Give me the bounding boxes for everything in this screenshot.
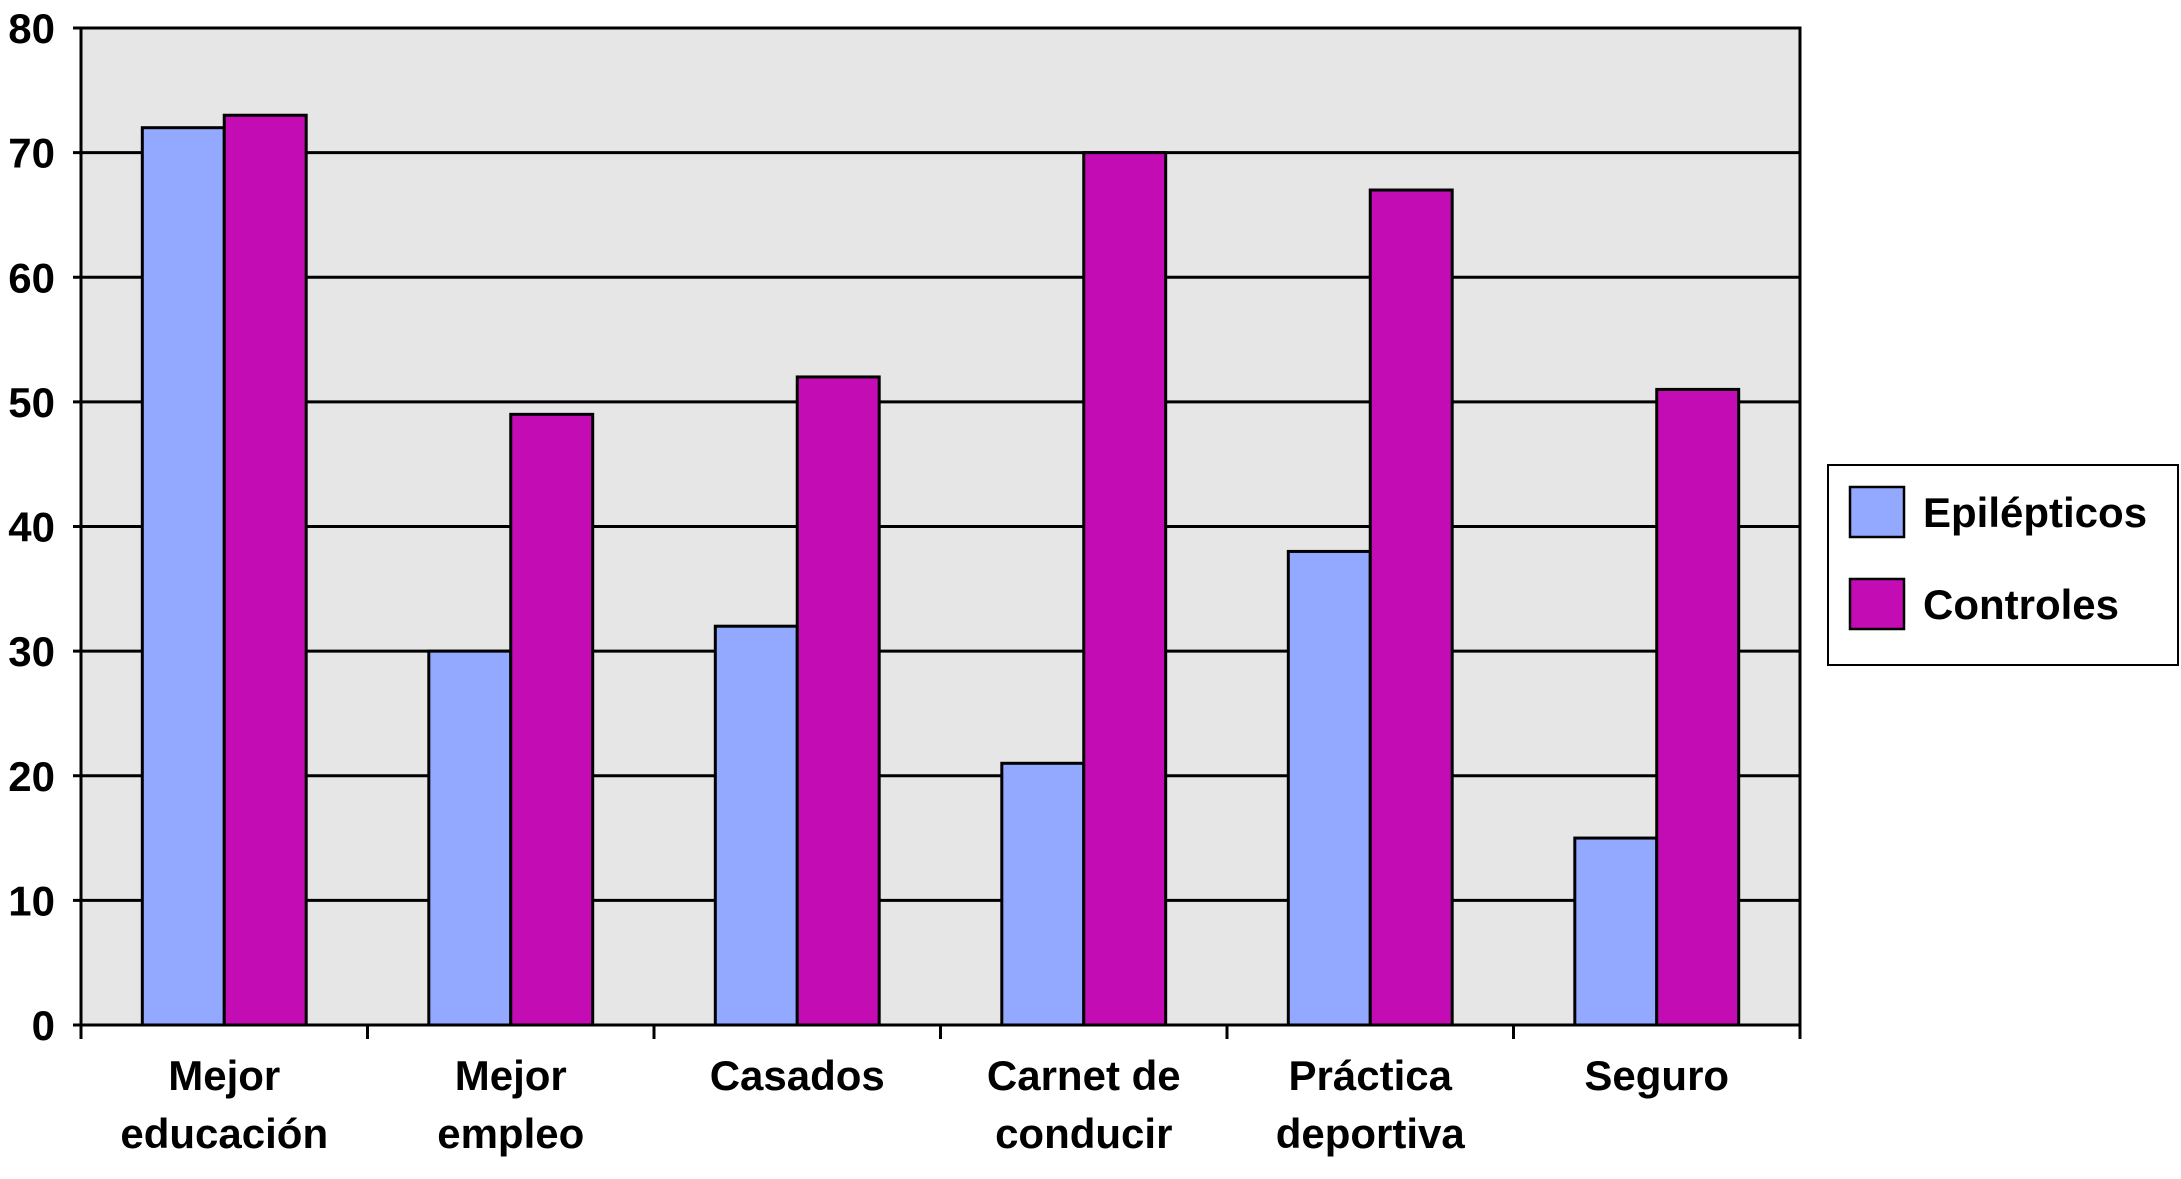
bar-controles <box>1082 151 1168 1027</box>
x-tick-label: conducir <box>995 1110 1172 1157</box>
x-tick-label: Práctica <box>1289 1052 1453 1099</box>
bar-epilépticos <box>1000 761 1086 1027</box>
bar-controles <box>795 375 881 1027</box>
x-tick-label: educación <box>120 1110 328 1157</box>
y-tick-label: 10 <box>8 877 55 924</box>
x-tick-label: Mejor <box>455 1052 567 1099</box>
x-tick-label: deportiva <box>1276 1110 1466 1157</box>
y-tick-label: 0 <box>32 1002 55 1049</box>
bar-controles <box>1655 387 1741 1027</box>
y-tick-label: 50 <box>8 379 55 426</box>
legend-swatch-epilépticos <box>1848 485 1906 539</box>
legend-label: Epilépticos <box>1923 489 2147 536</box>
x-tick-label: Seguro <box>1584 1052 1729 1099</box>
y-tick-label: 60 <box>8 254 55 301</box>
x-tick-label: empleo <box>437 1110 584 1157</box>
bar-controles <box>222 113 308 1027</box>
legend-swatch-controles <box>1848 577 1906 631</box>
bar-epilépticos <box>1573 836 1659 1027</box>
y-tick-label: 80 <box>8 5 55 52</box>
legend: Epilépticos Controles <box>1827 464 2179 666</box>
y-tick-label: 70 <box>8 130 55 177</box>
x-tick-label: Mejor <box>168 1052 280 1099</box>
bar-epilépticos <box>713 624 799 1027</box>
y-tick-label: 30 <box>8 628 55 675</box>
bar-controles <box>1368 188 1454 1027</box>
y-tick-label: 40 <box>8 504 55 551</box>
legend-label: Controles <box>1923 581 2119 628</box>
bar-epilépticos <box>1286 549 1372 1027</box>
y-tick-label: 20 <box>8 753 55 800</box>
bar-epilépticos <box>140 126 226 1027</box>
bar-epilépticos <box>427 649 513 1027</box>
x-tick-label: Casados <box>710 1052 885 1099</box>
bar-controles <box>509 412 595 1027</box>
x-tick-label: Carnet de <box>987 1052 1181 1099</box>
